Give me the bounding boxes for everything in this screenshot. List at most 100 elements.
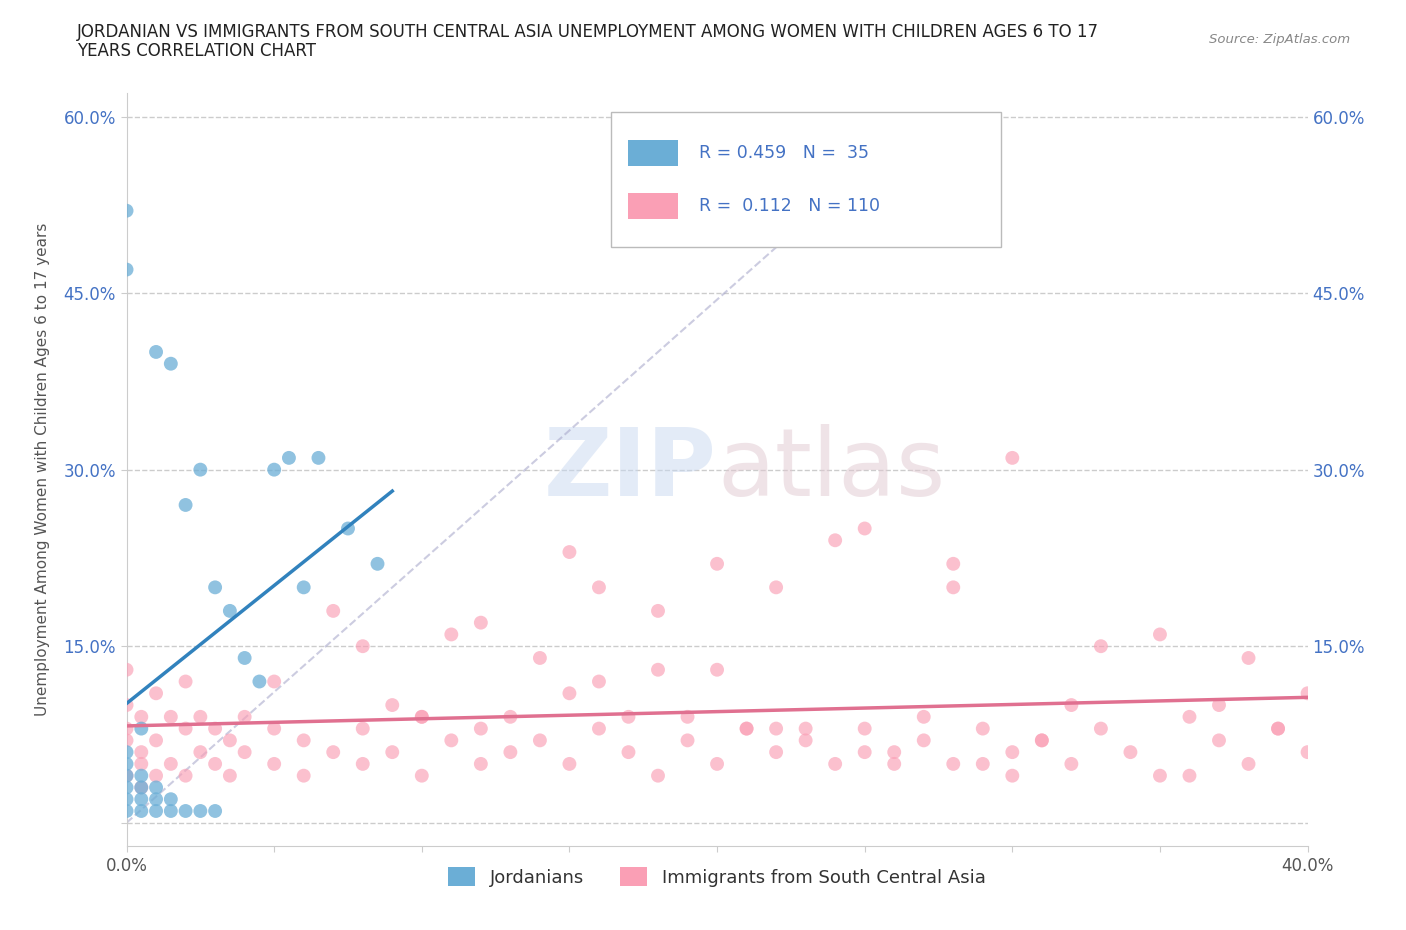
Point (647, 768, 669, 783)
Point (1001, 745, 1024, 760)
Point (160, 710, 183, 724)
Point (972, 756, 994, 771)
Point (824, 756, 846, 771)
Point (145, 768, 167, 783)
Point (853, 721, 876, 736)
Point (115, 733, 138, 748)
Point (292, 580, 315, 595)
Point (145, 685, 167, 700)
Point (765, 745, 787, 760)
Point (529, 651, 551, 666)
Point (883, 745, 905, 760)
Point (499, 710, 522, 724)
Text: atlas: atlas (717, 424, 945, 515)
Point (308, 450, 330, 465)
Point (588, 580, 610, 595)
Point (129, 780, 153, 795)
Point (942, 756, 965, 771)
Point (174, 674, 197, 689)
Point (1090, 639, 1112, 654)
Point (219, 604, 242, 618)
Point (1208, 733, 1230, 748)
Point (617, 745, 640, 760)
Point (588, 674, 610, 689)
Point (219, 733, 242, 748)
Point (145, 791, 167, 806)
Point (794, 733, 817, 748)
Legend: Jordanians, Immigrants from South Central Asia: Jordanians, Immigrants from South Centra… (441, 860, 993, 894)
Point (129, 804, 153, 818)
Point (1237, 756, 1260, 771)
Point (129, 756, 153, 771)
Point (824, 533, 846, 548)
Point (115, 804, 138, 818)
Point (1237, 651, 1260, 666)
Point (292, 768, 315, 783)
Point (1031, 733, 1053, 748)
Point (1149, 627, 1171, 642)
Point (558, 685, 581, 700)
Point (115, 756, 138, 771)
Point (558, 756, 581, 771)
Point (706, 556, 728, 571)
Point (853, 521, 876, 536)
Point (204, 804, 226, 818)
Point (115, 768, 138, 783)
Point (115, 662, 138, 677)
Point (352, 639, 374, 654)
Point (367, 556, 389, 571)
Point (1178, 710, 1201, 724)
Point (174, 768, 197, 783)
Point (188, 804, 212, 818)
Point (1031, 733, 1053, 748)
Point (249, 674, 271, 689)
Point (676, 710, 699, 724)
Point (115, 721, 138, 736)
Point (263, 674, 285, 689)
Point (233, 745, 256, 760)
Point (352, 721, 374, 736)
Point (145, 780, 167, 795)
Point (160, 804, 183, 818)
Point (588, 721, 610, 736)
Point (263, 756, 285, 771)
Point (912, 710, 935, 724)
Point (204, 756, 226, 771)
Point (129, 780, 153, 795)
Bar (628, 140, 678, 166)
Point (794, 721, 817, 736)
Point (972, 721, 994, 736)
Y-axis label: Unemployment Among Women with Children Ages 6 to 17 years: Unemployment Among Women with Children A… (35, 223, 49, 716)
Point (292, 733, 315, 748)
Point (263, 721, 285, 736)
Point (129, 745, 153, 760)
Point (1178, 768, 1201, 783)
Point (174, 804, 197, 818)
Text: R =  0.112   N = 110: R = 0.112 N = 110 (699, 197, 880, 215)
Point (115, 745, 138, 760)
FancyBboxPatch shape (610, 112, 1001, 247)
Point (499, 745, 522, 760)
Point (204, 580, 226, 595)
Point (440, 627, 463, 642)
Text: JORDANIAN VS IMMIGRANTS FROM SOUTH CENTRAL ASIA UNEMPLOYMENT AMONG WOMEN WITH CH: JORDANIAN VS IMMIGRANTS FROM SOUTH CENTR… (77, 23, 1099, 41)
Point (1149, 768, 1171, 783)
Point (188, 745, 212, 760)
Point (263, 462, 285, 477)
Point (352, 756, 374, 771)
Point (381, 745, 404, 760)
Point (470, 756, 492, 771)
Text: Source: ZipAtlas.com: Source: ZipAtlas.com (1209, 33, 1350, 46)
Text: ZIP: ZIP (544, 424, 717, 515)
Point (115, 791, 138, 806)
Point (160, 791, 183, 806)
Point (706, 756, 728, 771)
Bar (628, 193, 678, 219)
Point (411, 768, 433, 783)
Point (129, 721, 153, 736)
Point (765, 580, 787, 595)
Point (129, 768, 153, 783)
Point (1060, 756, 1083, 771)
Point (115, 780, 138, 795)
Point (529, 733, 551, 748)
